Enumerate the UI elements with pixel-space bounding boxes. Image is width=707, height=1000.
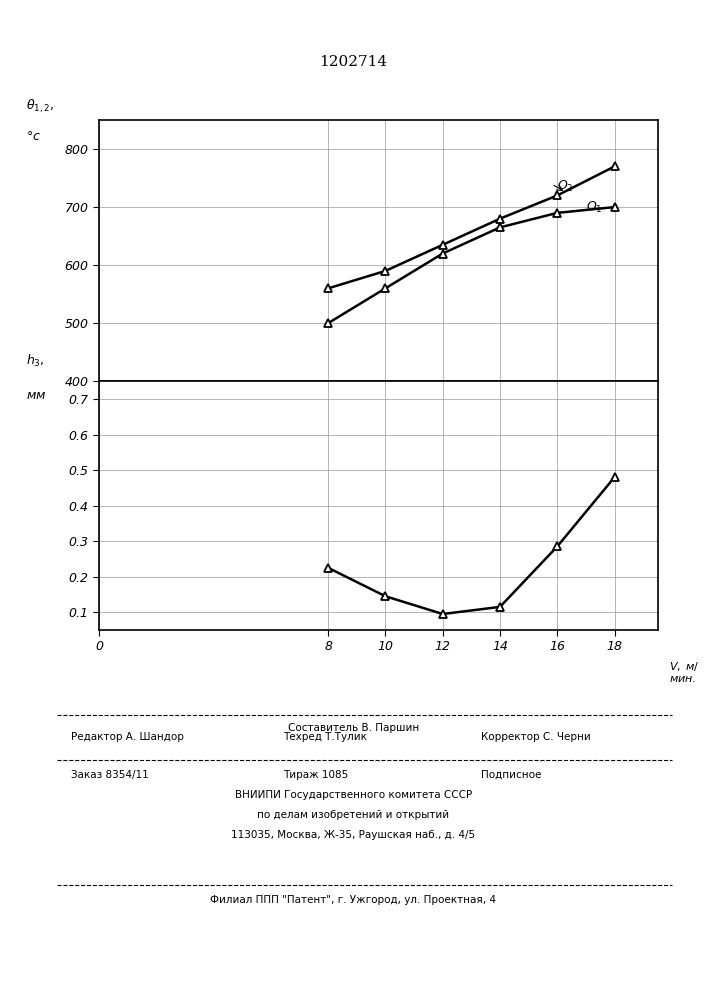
Text: $O_2$: $O_2$ bbox=[557, 179, 573, 194]
Text: $h_3,$: $h_3,$ bbox=[26, 353, 45, 369]
Text: Тираж 1085: Тираж 1085 bbox=[283, 770, 348, 780]
Text: Техред Т.Тулик: Техред Т.Тулик bbox=[283, 732, 367, 742]
Text: Корректор С. Черни: Корректор С. Черни bbox=[481, 732, 590, 742]
Text: Составитель В. Паршин: Составитель В. Паршин bbox=[288, 723, 419, 733]
Text: $мм$: $мм$ bbox=[26, 389, 47, 402]
Text: по делам изобретений и открытий: по делам изобретений и открытий bbox=[257, 810, 450, 820]
Text: Редактор А. Шандор: Редактор А. Шандор bbox=[71, 732, 184, 742]
Text: $°c$: $°c$ bbox=[26, 130, 41, 143]
Text: 113035, Москва, Ж-35, Раушская наб., д. 4/5: 113035, Москва, Ж-35, Раушская наб., д. … bbox=[231, 830, 476, 840]
Text: Филиал ППП "Патент", г. Ужгород, ул. Проектная, 4: Филиал ППП "Патент", г. Ужгород, ул. Про… bbox=[211, 895, 496, 905]
Text: Подписное: Подписное bbox=[481, 770, 541, 780]
Text: 1202714: 1202714 bbox=[320, 55, 387, 69]
Text: Заказ 8354/11: Заказ 8354/11 bbox=[71, 770, 148, 780]
Text: $O_1$: $O_1$ bbox=[586, 200, 602, 215]
Text: $\theta_{1,2},$: $\theta_{1,2},$ bbox=[26, 97, 54, 115]
Text: $V,\;м/$
$мин.$: $V,\;м/$ $мин.$ bbox=[669, 660, 699, 684]
Text: ВНИИПИ Государственного комитета СССР: ВНИИПИ Государственного комитета СССР bbox=[235, 790, 472, 800]
